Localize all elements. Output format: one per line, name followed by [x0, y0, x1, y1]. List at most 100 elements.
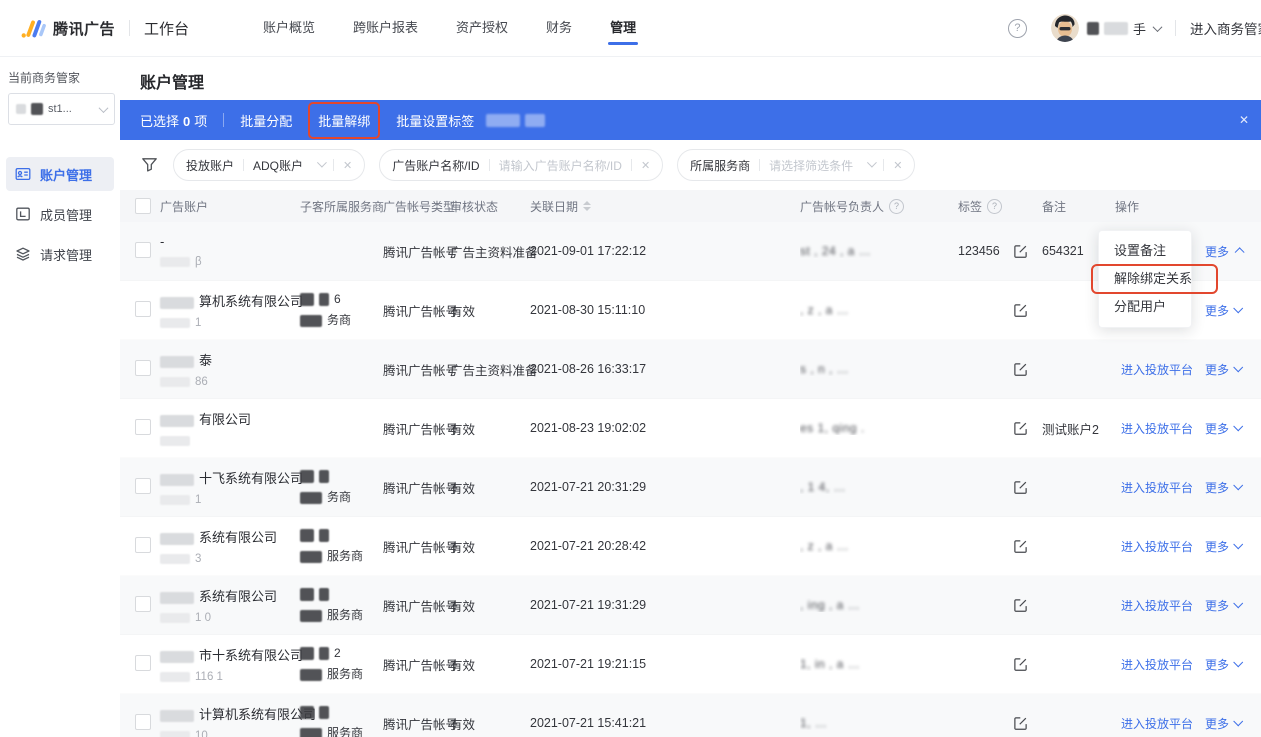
redacted-text	[160, 730, 190, 737]
servicer-cell: 服务商	[300, 705, 383, 737]
sidebar-item-account-management[interactable]: 账户管理	[6, 157, 114, 191]
redacted-text	[1086, 21, 1099, 35]
enter-platform-link[interactable]: 进入投放平台	[1121, 716, 1194, 731]
row-checkbox[interactable]	[135, 241, 151, 258]
chevron-down-icon	[1234, 246, 1245, 257]
more-link[interactable]: 更多	[1205, 302, 1244, 319]
enter-platform-link[interactable]: 进入投放平台	[1121, 362, 1194, 377]
chevron-down-icon	[1233, 538, 1244, 549]
sidebar-item-request-management[interactable]: 请求管理	[6, 237, 114, 271]
enter-platform-link[interactable]: 进入投放平台	[1121, 421, 1194, 436]
edit-tag-icon[interactable]	[1013, 657, 1028, 672]
filter-placement-account[interactable]: 投放账户 ADQ账户 ✕	[173, 149, 366, 181]
edit-tag-icon[interactable]	[1013, 362, 1028, 377]
nav-asset-auth[interactable]: 资产授权	[456, 20, 509, 35]
user-name[interactable]: 手	[1086, 19, 1146, 38]
chevron-down-icon	[1233, 656, 1244, 667]
menu-item-unbind-relation[interactable]: 解除绑定关系	[1091, 264, 1218, 294]
filter-funnel-icon[interactable]	[141, 157, 158, 173]
bulk-assign-button[interactable]: 批量分配	[240, 113, 293, 129]
more-link[interactable]: 更多	[1205, 243, 1245, 260]
sort-icon[interactable]	[583, 201, 592, 211]
help-icon[interactable]: ?	[1007, 18, 1027, 38]
relate-date: 2021-08-26 16:33:17	[530, 362, 647, 376]
redacted-text	[160, 256, 190, 267]
edit-tag-icon[interactable]	[1013, 421, 1028, 436]
nav-finance[interactable]: 财务	[546, 20, 573, 35]
account-owner: , z , a …	[800, 539, 850, 553]
sidebar-item-member-management[interactable]: 成员管理	[6, 197, 114, 231]
filter-input-placeholder[interactable]: 请输入广告账户名称/ID	[498, 158, 622, 173]
more-link[interactable]: 更多	[1205, 361, 1244, 378]
account-name: 泰	[199, 353, 213, 368]
edit-tag-icon[interactable]	[1013, 598, 1028, 613]
more-link[interactable]: 更多	[1205, 420, 1244, 437]
row-checkbox[interactable]	[135, 477, 151, 494]
filter-account-name[interactable]: 广告账户名称/ID 请输入广告账户名称/ID ✕	[379, 149, 664, 181]
relate-date: 2021-08-23 19:02:02	[530, 421, 647, 435]
redacted-text	[160, 532, 194, 545]
chevron-down-icon[interactable]	[867, 157, 878, 168]
row-checkbox[interactable]	[135, 713, 151, 730]
clear-filter-icon[interactable]: ✕	[343, 159, 353, 172]
row-checkbox[interactable]	[135, 300, 151, 317]
row-checkbox[interactable]	[135, 418, 151, 435]
nav-management[interactable]: 管理	[610, 0, 636, 56]
edit-tag-icon[interactable]	[1013, 480, 1028, 495]
divider	[1175, 20, 1176, 36]
redacted-text	[300, 668, 322, 681]
more-link[interactable]: 更多	[1205, 479, 1244, 496]
row-checkbox[interactable]	[135, 654, 151, 671]
business-manager-select[interactable]: st1...	[8, 93, 115, 125]
divider	[129, 20, 131, 36]
redacted-text	[319, 293, 329, 307]
more-link[interactable]: 更多	[1205, 538, 1244, 555]
tag-cell: 123456	[958, 244, 1042, 259]
relate-date: 2021-09-01 17:22:12	[530, 244, 647, 258]
row-checkbox[interactable]	[135, 536, 151, 553]
enter-platform-link[interactable]: 进入投放平台	[1121, 480, 1194, 495]
redacted-text	[319, 647, 329, 661]
more-link[interactable]: 更多	[1205, 656, 1244, 673]
row-checkbox[interactable]	[135, 595, 151, 612]
brand: 腾讯广告 工作台	[20, 0, 189, 56]
row-checkbox[interactable]	[135, 359, 151, 376]
select-all-checkbox[interactable]	[135, 198, 151, 214]
redacted-text	[160, 591, 194, 604]
nav-cross-account-report[interactable]: 跨账户报表	[353, 20, 419, 35]
menu-item-assign-user[interactable]: 分配用户	[1114, 299, 1167, 314]
avatar[interactable]	[1050, 14, 1079, 42]
question-circle-icon[interactable]: ?	[889, 198, 905, 214]
edit-tag-icon[interactable]	[1013, 303, 1028, 318]
edit-tag-icon[interactable]	[1013, 539, 1028, 554]
account-cell: 系统有限公司 1 0	[160, 586, 300, 624]
chevron-down-icon	[1233, 597, 1244, 608]
nav-account-overview[interactable]: 账户概览	[263, 20, 316, 35]
enter-platform-link[interactable]: 进入投放平台	[1121, 598, 1194, 613]
edit-tag-icon[interactable]	[1013, 716, 1028, 731]
servicer-name: 务商	[327, 313, 352, 328]
more-link[interactable]: 更多	[1205, 597, 1244, 614]
chevron-down-icon[interactable]	[1152, 21, 1163, 32]
close-icon[interactable]: ✕	[1238, 113, 1249, 127]
col-audit-status: 审核状态	[450, 199, 499, 214]
question-circle-icon[interactable]: ?	[987, 198, 1003, 214]
bulk-unbind-button[interactable]: 批量解绑	[308, 101, 381, 139]
edit-tag-icon[interactable]	[1013, 244, 1028, 259]
enter-platform-link[interactable]: 进入投放平台	[1121, 539, 1194, 554]
enter-platform-link[interactable]: 进入投放平台	[1121, 657, 1194, 672]
filter-servicer[interactable]: 所属服务商 请选择筛选条件 ✕	[677, 149, 916, 181]
chevron-down-icon[interactable]	[316, 157, 327, 168]
menu-item-set-remark[interactable]: 设置备注	[1114, 243, 1167, 258]
bulk-set-tag-button[interactable]: 批量设置标签	[396, 113, 475, 129]
more-link[interactable]: 更多	[1205, 715, 1244, 732]
account-cell: 系统有限公司 3	[160, 527, 300, 565]
workspace-label[interactable]: 工作台	[144, 20, 190, 38]
account-name: 计算机系统有限公司	[199, 707, 317, 722]
tag-cell	[958, 657, 1042, 672]
clear-filter-icon[interactable]: ✕	[893, 159, 903, 172]
enter-business-manager-link[interactable]: 进入商务管家	[1190, 22, 1261, 37]
clear-filter-icon[interactable]: ✕	[640, 159, 651, 172]
redacted-text	[300, 550, 322, 563]
account-type: 腾讯广告帐号	[383, 304, 459, 319]
